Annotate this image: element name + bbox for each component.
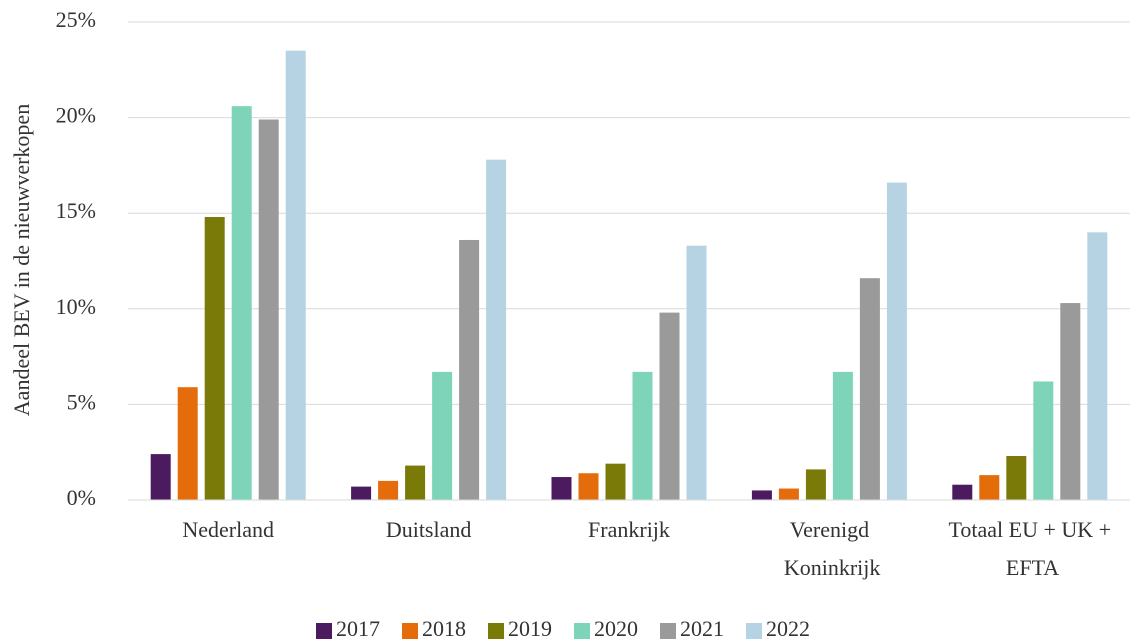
- bar: [805, 469, 826, 500]
- bar: [177, 387, 198, 500]
- legend-label: 2017: [336, 616, 380, 641]
- bar: [1087, 232, 1108, 500]
- bar: [1033, 381, 1054, 500]
- legend-swatch: [488, 623, 504, 639]
- bar: [1060, 303, 1081, 500]
- legend-label: 2022: [766, 616, 810, 641]
- bar: [432, 371, 453, 500]
- bar: [778, 488, 799, 500]
- bar: [632, 371, 653, 500]
- legend-swatch: [316, 623, 332, 639]
- bar: [886, 182, 907, 500]
- bar: [204, 217, 225, 501]
- bar: [686, 245, 707, 500]
- bar: [258, 119, 279, 501]
- bar: [285, 50, 306, 501]
- legend-label: 2018: [422, 616, 466, 641]
- y-tick-label: 20%: [56, 103, 96, 128]
- x-tick-label: Duitsland: [386, 517, 472, 542]
- bar: [378, 480, 399, 500]
- y-tick-label: 25%: [56, 7, 96, 32]
- y-axis-label: Aandeel BEV in de nieuwverkopen: [9, 104, 34, 416]
- bar: [859, 278, 880, 500]
- bar: [832, 371, 853, 500]
- x-tick-label: Frankrijk: [588, 517, 670, 542]
- bar: [351, 486, 372, 500]
- y-tick-label: 0%: [67, 485, 96, 510]
- bar: [405, 465, 426, 500]
- legend-swatch: [660, 623, 676, 639]
- legend-swatch: [574, 623, 590, 639]
- x-tick-label: Nederland: [182, 517, 274, 542]
- bar: [231, 106, 252, 501]
- legend-swatch: [746, 623, 762, 639]
- bar: [605, 463, 626, 500]
- legend-label: 2020: [594, 616, 638, 641]
- bar: [578, 473, 599, 500]
- legend-label: 2019: [508, 616, 552, 641]
- bar: [459, 239, 480, 500]
- bar: [150, 454, 171, 500]
- y-tick-label: 5%: [67, 389, 96, 414]
- bar: [979, 475, 1000, 500]
- legend-label: 2021: [680, 616, 724, 641]
- bar: [551, 477, 572, 500]
- y-tick-label: 15%: [56, 198, 96, 223]
- legend-swatch: [402, 623, 418, 639]
- x-tick-label: Verenigd Koninkrijk: [778, 517, 880, 580]
- x-tick-label: Totaal EU + UK + EFTA: [949, 517, 1112, 580]
- bar: [1006, 456, 1027, 500]
- bar: [659, 312, 680, 500]
- y-tick-label: 10%: [56, 294, 96, 319]
- bar: [952, 484, 973, 500]
- bar: [486, 159, 507, 500]
- bar: [751, 490, 772, 500]
